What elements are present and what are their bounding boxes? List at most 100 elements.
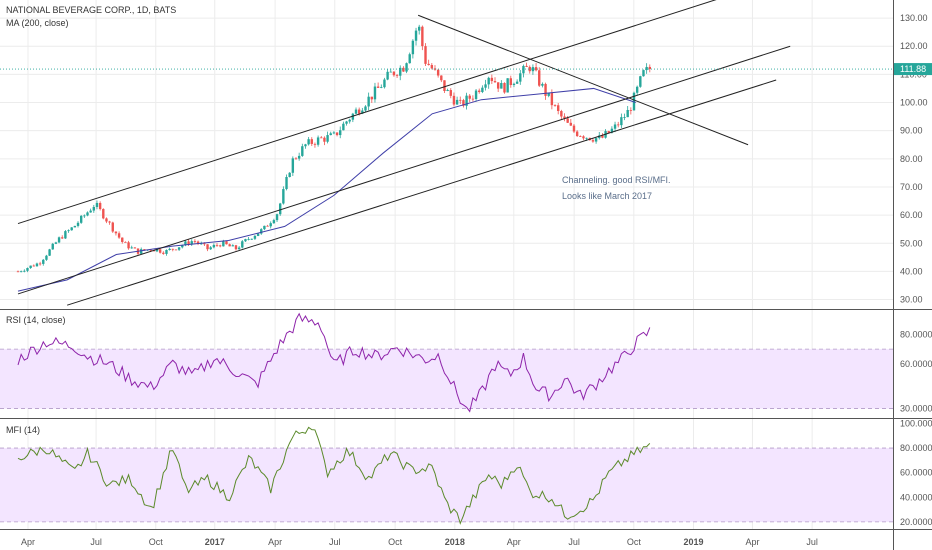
candle-body	[83, 215, 86, 217]
candle-body	[414, 30, 418, 41]
candle-body	[345, 121, 348, 124]
candle-body	[323, 137, 326, 142]
candle-body	[522, 65, 525, 74]
candle-body	[370, 96, 374, 100]
candle-body	[215, 244, 219, 246]
candle-body	[569, 122, 573, 126]
candle-body	[591, 140, 595, 142]
candle-body	[86, 212, 89, 216]
candle-body	[263, 225, 266, 230]
candle-body	[247, 238, 250, 240]
candle-body	[196, 241, 200, 244]
rsi-band	[0, 349, 893, 409]
ma-200-line	[17, 87, 636, 292]
candle-body	[26, 268, 29, 271]
candle-body	[304, 144, 307, 147]
candle-body	[452, 95, 456, 105]
candle-body	[234, 245, 238, 250]
candle-body	[89, 210, 92, 213]
mfi-band	[0, 448, 893, 522]
candle-body	[389, 71, 392, 73]
mfi-panel[interactable]: 20.0000 40.0000 60.0000 80.0000 100.0000 MFI…	[0, 418, 932, 527]
trendline	[417, 14, 749, 146]
candle-body	[465, 95, 468, 106]
candle-body	[111, 222, 114, 232]
candle-body	[509, 78, 513, 85]
candle-body	[105, 218, 108, 222]
candle-body	[260, 229, 263, 234]
candle-body	[357, 109, 361, 114]
candle-body	[607, 131, 610, 133]
candle-body	[478, 90, 481, 93]
candle-body	[427, 63, 430, 66]
time-tick-label: Jul	[568, 537, 580, 547]
mfi-line	[17, 426, 651, 525]
candle-body	[392, 71, 396, 76]
last-price-tag	[893, 63, 932, 76]
candle-body	[310, 139, 313, 144]
candle-body	[190, 241, 193, 245]
candle-body	[133, 247, 137, 249]
candle-body	[613, 124, 617, 129]
candle-body	[222, 241, 225, 247]
time-tick-label: Oct	[627, 537, 642, 547]
candle-body	[307, 139, 310, 145]
candle-body	[386, 71, 389, 80]
candle-body	[468, 95, 471, 99]
candle-body	[291, 158, 295, 173]
mfi-axis: 20.0000 40.0000 60.0000 80.0000 100.0000	[900, 418, 932, 526]
candle-body	[121, 237, 124, 242]
price-panel[interactable]: 30.00 40.00 50.00 60.00 70.00 80.00 90.00 100.0…	[0, 0, 932, 306]
candle-body	[143, 249, 146, 251]
candle-body	[601, 135, 604, 138]
candle-body	[218, 245, 222, 247]
annotation-line-1: Channeling. good RSI/MFI.	[562, 175, 671, 185]
candle-body	[348, 119, 351, 122]
candle-body	[168, 248, 171, 251]
ma-legend: MA (200, close)	[6, 18, 69, 28]
candle-body	[493, 81, 497, 83]
rsi-panel[interactable]: 30.0000 60.0000 80.0000 RSI (14, close)	[0, 312, 932, 414]
time-tick-label: Jul	[806, 537, 818, 547]
candle-body	[506, 78, 509, 93]
candle-body	[395, 75, 399, 77]
candle-body	[376, 86, 380, 88]
candle-body	[102, 209, 105, 219]
candle-body	[575, 131, 579, 137]
candle-body	[256, 233, 260, 236]
candle-body	[177, 247, 181, 250]
candle-body	[645, 66, 648, 71]
time-tick-label: 2017	[205, 537, 225, 547]
candle-body	[174, 249, 178, 251]
candle-body	[623, 117, 626, 118]
candle-body	[579, 136, 582, 137]
candle-body	[411, 40, 415, 55]
candle-body	[162, 252, 165, 254]
trendlines[interactable]	[17, 0, 791, 306]
time-tick-label: Apr	[268, 537, 282, 547]
mfi-title: MFI (14)	[6, 425, 40, 435]
candle-body	[547, 92, 550, 96]
candle-body	[446, 90, 449, 92]
candle-body	[184, 241, 187, 246]
candle-body	[585, 137, 588, 139]
candle-body	[339, 130, 342, 136]
candle-body	[364, 106, 367, 111]
candle-body	[424, 46, 427, 64]
candle-body	[294, 158, 298, 160]
candle-body	[500, 83, 503, 89]
candle-body	[496, 82, 500, 89]
candle-body	[617, 124, 620, 126]
time-grid	[27, 0, 813, 529]
candle-body	[455, 99, 459, 105]
candle-body	[490, 77, 494, 82]
candle-body	[79, 215, 83, 223]
candle-body	[417, 26, 421, 31]
candle-body	[297, 155, 301, 159]
candle-body	[108, 221, 111, 223]
candle-body	[42, 259, 45, 264]
price-tick-label: 60.00	[900, 210, 923, 220]
candle-body	[187, 241, 190, 245]
candle-body	[405, 63, 408, 72]
